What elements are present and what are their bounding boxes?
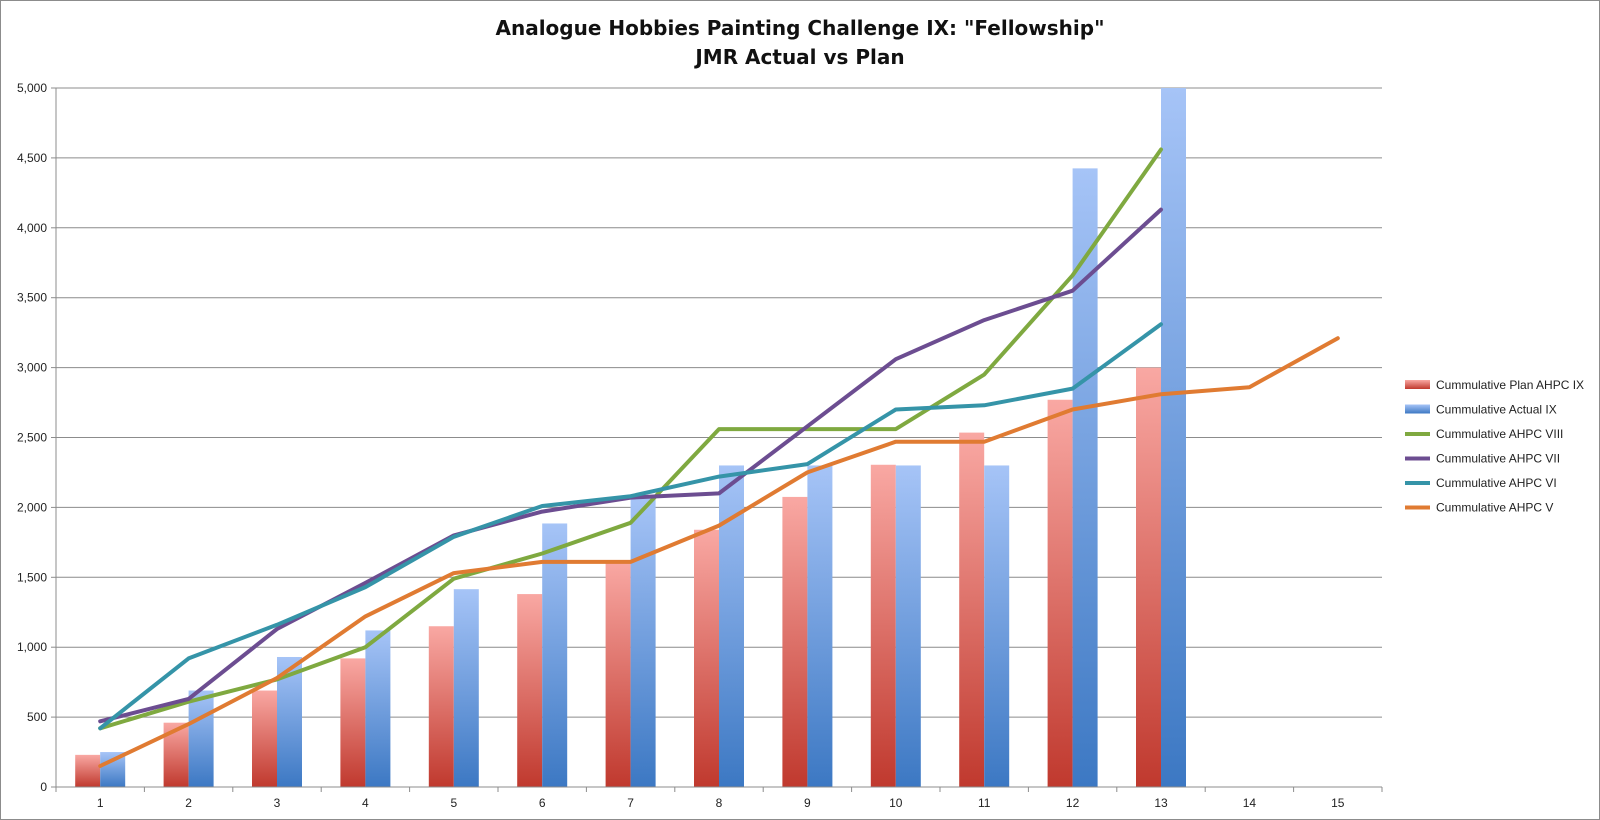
bar-actual [630,496,656,787]
bars [75,88,1186,787]
bar-plan [75,754,101,787]
legend-swatch [1405,380,1430,389]
x-tick-label: 4 [362,796,369,810]
bar-plan [428,626,454,787]
bar-plan [1136,367,1161,787]
x-tick-label: 5 [450,796,457,810]
chart-title: Analogue Hobbies Painting Challenge IX: … [495,16,1105,40]
y-tick-label: 3,500 [17,291,47,305]
series-lines [98,147,1340,768]
y-tick-label: 5,000 [17,81,47,95]
x-tick-label: 6 [539,796,546,810]
chart-title-block: Analogue Hobbies Painting Challenge IX: … [0,14,1600,72]
x-tick-label: 7 [627,796,634,810]
legend-label: Cummulative AHPC VII [1436,452,1560,466]
bar-plan [605,561,631,787]
x-tick-label: 12 [1066,796,1080,810]
y-tick-label: 500 [27,710,47,724]
y-tick-label: 1,000 [17,640,47,654]
bar-plan [340,658,366,787]
y-tick-label: 1,500 [17,570,47,584]
x-tick-label: 8 [716,796,723,810]
y-tick-label: 3,000 [17,361,47,375]
bar-plan [782,496,808,787]
legend: Cummulative Plan AHPC IX Cummulative Actu… [1405,378,1584,515]
bar-actual [542,523,568,787]
chart-subtitle: JMR Actual vs Plan [695,45,905,69]
x-tick-label: 1 [97,796,104,810]
legend-label: Cummulative Plan AHPC IX [1436,378,1584,392]
y-tick-label: 0 [40,780,47,794]
bar-plan [870,464,896,787]
x-tick-label: 2 [185,796,192,810]
bar-plan [252,690,277,787]
bar-plan [694,529,719,787]
bar-actual [895,465,921,787]
x-tick-label: 14 [1243,796,1257,810]
y-tick-label: 2,500 [17,431,47,445]
bar-plan [517,594,543,787]
bar-actual [188,690,214,787]
legend-label: Cummulative AHPC VIII [1436,427,1563,441]
legend-label: Cummulative AHPC V [1436,501,1553,515]
bar-plan [959,432,985,787]
y-tick-label: 2,000 [17,500,47,514]
bar-actual [365,630,391,787]
axes: 0 500 1,000 1,500 2,000 2,500 3,000 3,500 4,000 4… [17,81,1383,810]
bar-actual [453,589,479,787]
bar-plan [1047,399,1073,787]
bar-actual [1161,88,1186,787]
legend-swatch [1405,404,1430,414]
y-tick-label: 4,000 [17,221,47,235]
x-tick-label: 11 [978,796,991,810]
legend-label: Cummulative Actual IX [1436,403,1557,417]
y-tick-label: 4,500 [17,151,47,165]
bar-actual [984,465,1010,787]
series-line [98,336,1340,768]
bar-actual [1072,168,1098,787]
bar-actual [807,465,833,787]
x-tick-label: 10 [889,796,903,810]
series-line [98,322,1163,731]
x-tick-label: 9 [804,796,811,810]
x-tick-label: 3 [274,796,281,810]
legend-label: Cummulative AHPC VI [1436,476,1557,490]
x-tick-label: 13 [1154,796,1168,810]
x-tick-label: 15 [1331,796,1345,810]
